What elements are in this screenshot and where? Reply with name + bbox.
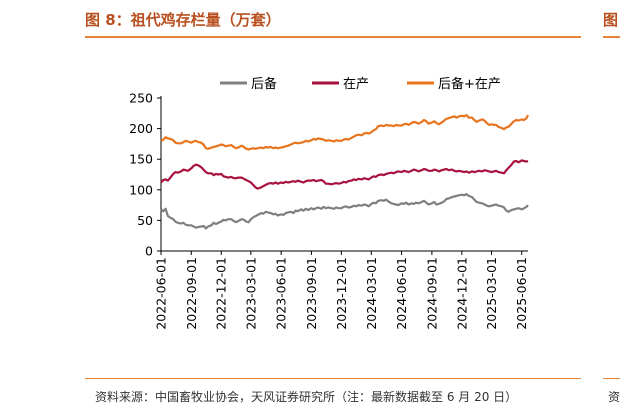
legend-item-total: 后备+在产 bbox=[407, 76, 501, 92]
legend-item-production: 在产 bbox=[312, 77, 369, 92]
y-tick-label: 150 bbox=[129, 152, 153, 167]
x-tick-label: 2022-09-01 bbox=[184, 257, 199, 330]
chart-axes bbox=[160, 96, 528, 252]
series-lines bbox=[160, 114, 529, 230]
y-tick-label: 50 bbox=[137, 213, 153, 228]
y-tick-label: 100 bbox=[129, 182, 153, 197]
next-figure-title-fragment: 图 bbox=[603, 11, 619, 29]
source-divider bbox=[85, 378, 581, 379]
x-tick-label: 2023-09-01 bbox=[304, 257, 319, 330]
x-tick-label: 2023-12-01 bbox=[334, 257, 349, 330]
total-series-line bbox=[160, 114, 529, 151]
legend-label: 后备 bbox=[251, 76, 277, 92]
y-tick-label: 200 bbox=[129, 121, 153, 136]
x-tick-label: 2024-06-01 bbox=[394, 257, 409, 330]
title-divider bbox=[85, 36, 581, 38]
reserve-series-line bbox=[160, 193, 529, 230]
x-tick-label: 2023-06-01 bbox=[274, 257, 289, 330]
x-tick-label: 2024-12-01 bbox=[454, 257, 469, 330]
x-tick-label: 2022-06-01 bbox=[154, 257, 169, 330]
next-source-fragment: 资 bbox=[608, 390, 620, 404]
y-axis-ticks: 0 50 100 150 200 250 bbox=[129, 91, 161, 259]
x-tick-label: 2023-03-01 bbox=[243, 257, 258, 330]
legend-item-reserve: 后备 bbox=[220, 76, 277, 92]
x-tick-label: 2025-03-01 bbox=[484, 257, 499, 330]
y-tick-label: 0 bbox=[145, 244, 153, 259]
data-source-note: 资料来源：中国畜牧业协会，天风证券研究所（注：最新数据截至 6 月 20 日） bbox=[95, 390, 518, 404]
legend-label: 后备+在产 bbox=[438, 76, 501, 92]
figure-title: 图 8：祖代鸡存栏量（万套） bbox=[85, 11, 281, 29]
x-axis-ticks: 2022-06-01 2022-09-01 2022-12-01 2023-03-01… bbox=[154, 251, 529, 330]
production-series-line bbox=[160, 159, 529, 190]
x-tick-label: 2024-03-01 bbox=[364, 257, 379, 330]
chart-legend: 后备 在产 后备+在产 bbox=[220, 76, 501, 92]
next-source-divider bbox=[603, 378, 620, 379]
legend-label: 在产 bbox=[343, 77, 369, 92]
x-tick-label: 2025-06-01 bbox=[514, 257, 529, 330]
y-tick-label: 250 bbox=[129, 91, 153, 106]
x-tick-label: 2022-12-01 bbox=[214, 257, 229, 330]
x-tick-label: 2024-09-01 bbox=[424, 257, 439, 330]
next-title-divider bbox=[603, 36, 620, 38]
